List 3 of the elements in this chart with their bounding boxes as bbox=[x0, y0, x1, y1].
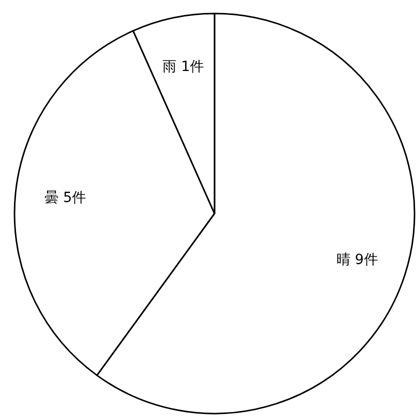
slice-label: 晴 9件 bbox=[336, 252, 378, 268]
slice-label: 雨 1件 bbox=[162, 58, 204, 75]
slice-label: 曇 5件 bbox=[44, 190, 86, 206]
